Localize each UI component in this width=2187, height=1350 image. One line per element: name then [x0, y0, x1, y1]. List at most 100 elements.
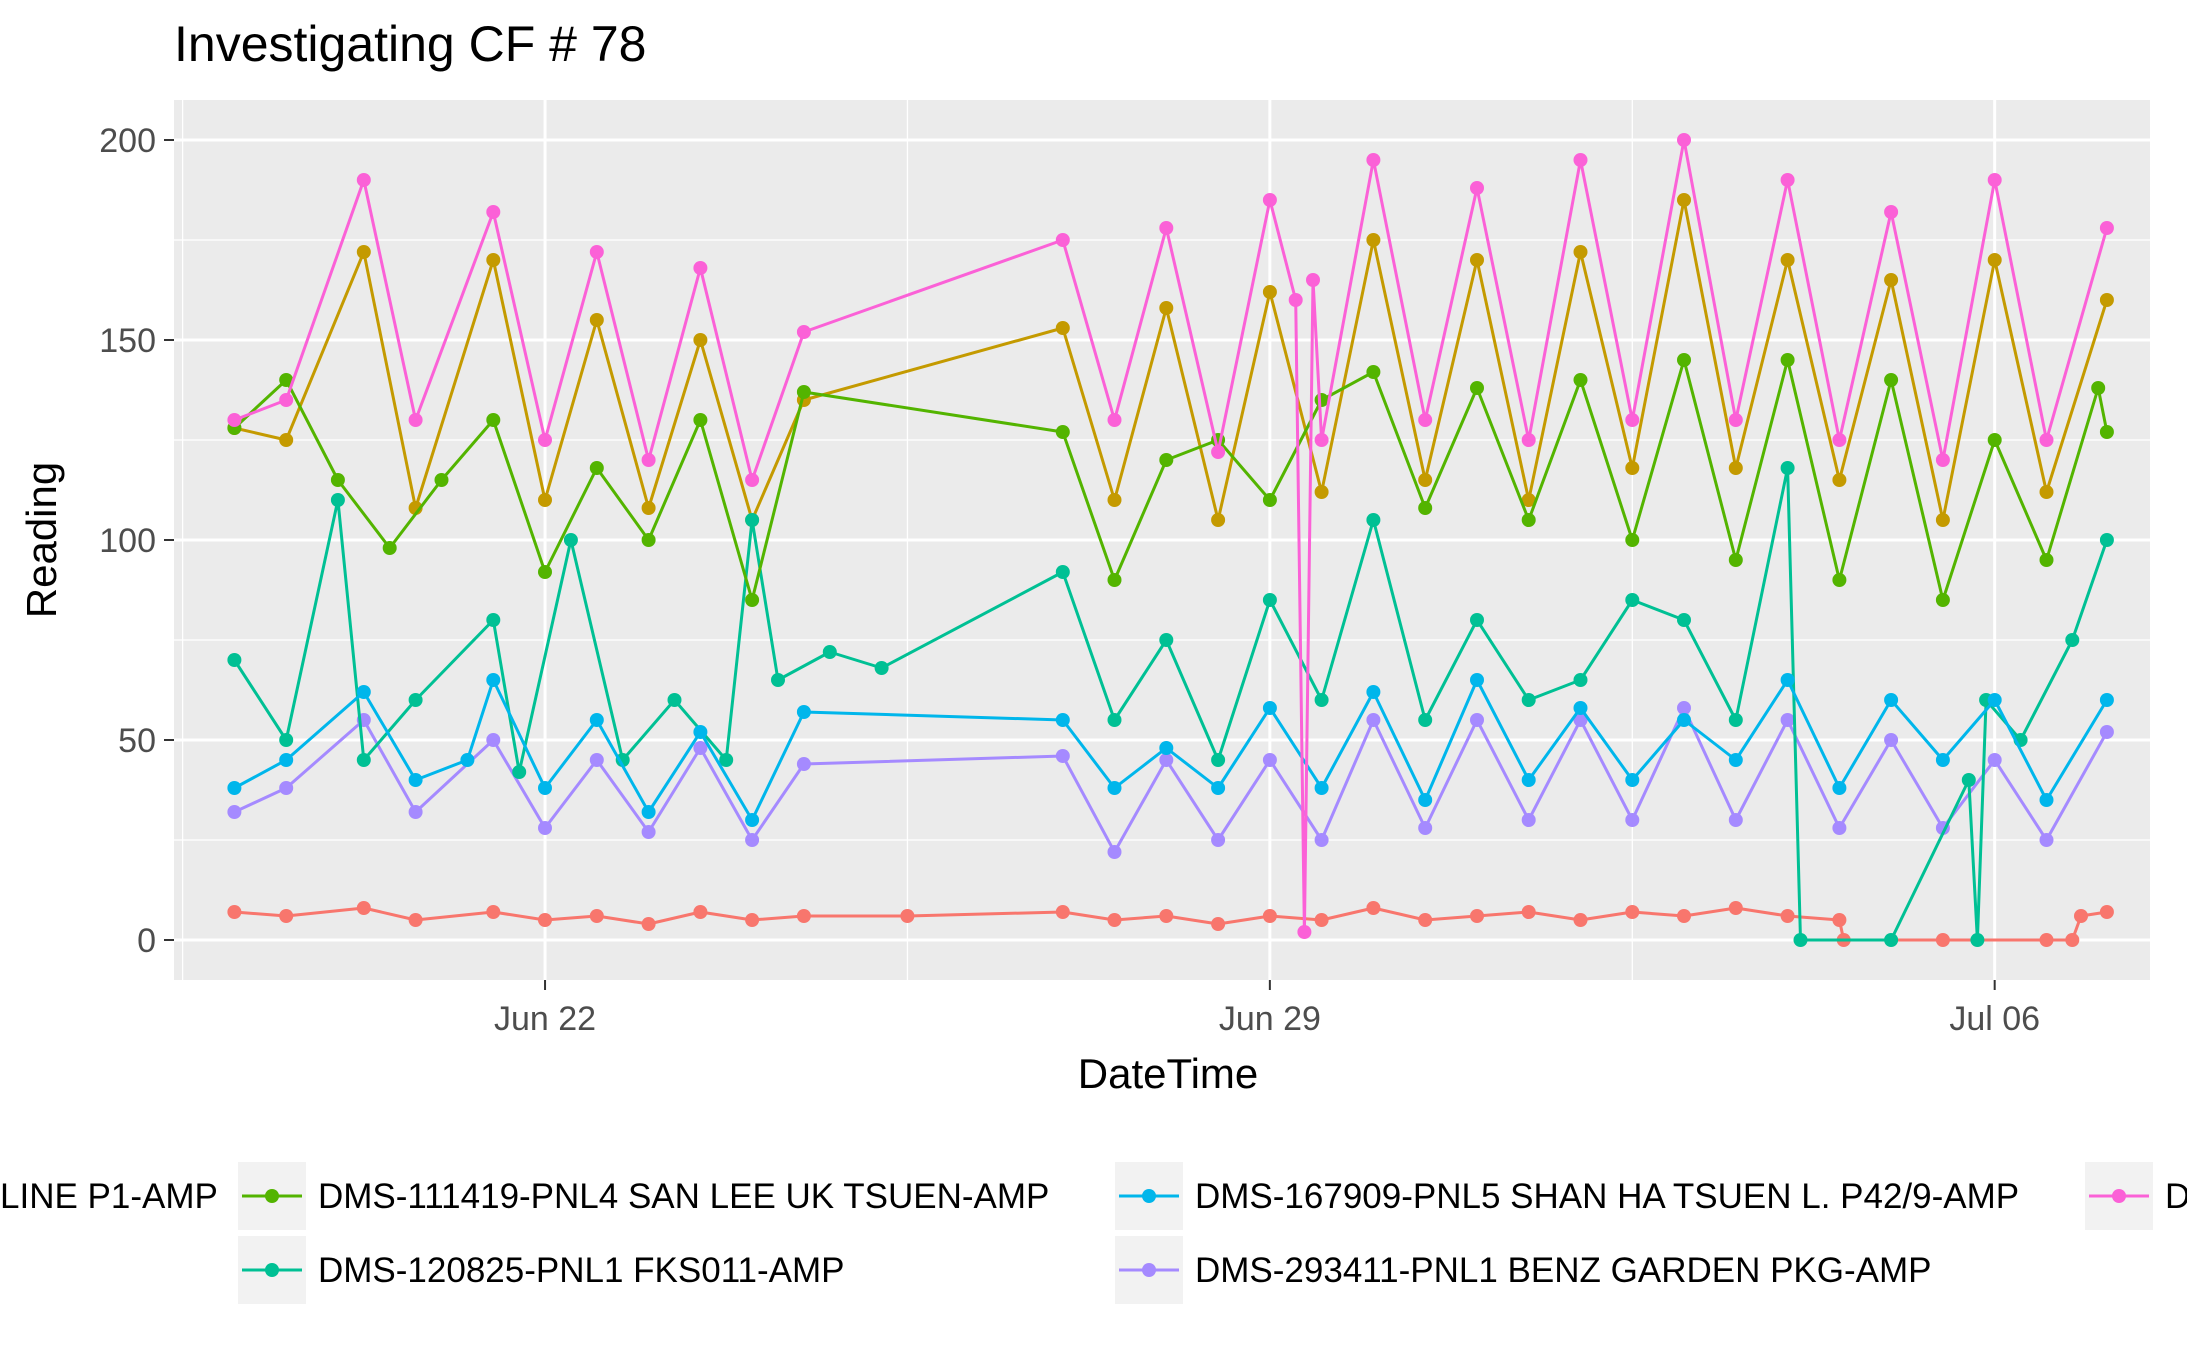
data-point: [641, 825, 656, 839]
data-point: [1159, 221, 1174, 235]
data-point: [1306, 273, 1320, 287]
legend-label: DMS-111419-PNL4 SAN LEE UK TSUEN-AMP: [318, 1177, 1049, 1216]
legend-label: LINE P1-AMP: [0, 1177, 218, 1216]
legend: LINE P1-AMP DMS-111419-PNL4 SAN LEE UK TS…: [0, 1162, 2187, 1304]
data-point: [1262, 701, 1277, 715]
data-point: [2099, 425, 2114, 439]
legend-key-point: [1142, 1189, 1156, 1203]
data-point: [408, 413, 423, 427]
data-point: [1262, 493, 1277, 507]
data-point: [1884, 273, 1899, 287]
data-point: [1159, 753, 1174, 767]
data-point: [538, 565, 552, 579]
data-point: [1935, 753, 1950, 767]
series-line: [233, 466, 2109, 942]
data-point: [1521, 433, 1536, 447]
data-point: [1521, 693, 1536, 707]
data-point: [2074, 909, 2088, 923]
data-point: [2039, 485, 2054, 499]
data-point: [227, 653, 242, 667]
data-point: [1677, 701, 1691, 715]
series-0: [227, 901, 2114, 947]
data-point: [1625, 413, 1640, 427]
data-point: [1935, 513, 1950, 527]
data-point: [1366, 901, 1381, 915]
data-point: [796, 385, 811, 399]
x-tick-label: Jun 29: [1219, 1000, 1321, 1038]
data-point: [460, 753, 475, 767]
data-point: [1521, 905, 1536, 919]
data-point: [1314, 485, 1329, 499]
y-tick-label: 100: [99, 522, 156, 560]
data-point: [1470, 909, 1484, 923]
data-point: [1573, 673, 1588, 687]
data-point: [538, 821, 552, 835]
data-point: [745, 513, 760, 527]
data-point: [1055, 425, 1070, 439]
data-point: [1366, 513, 1381, 527]
data-point: [1832, 473, 1847, 487]
data-point: [745, 473, 760, 487]
data-point: [589, 461, 604, 475]
data-point: [486, 905, 501, 919]
data-point: [1262, 193, 1277, 207]
data-point: [1418, 473, 1433, 487]
data-point: [1935, 593, 1950, 607]
data-point: [1625, 593, 1640, 607]
data-point: [1573, 373, 1588, 387]
data-point: [693, 741, 708, 755]
data-point: [1832, 913, 1847, 927]
data-point: [356, 173, 371, 187]
data-point: [1288, 293, 1303, 307]
data-point: [693, 413, 708, 427]
data-point: [1470, 673, 1484, 687]
data-point: [1728, 813, 1743, 827]
data-point: [615, 753, 630, 767]
data-point: [356, 685, 371, 699]
data-point: [1107, 713, 1122, 727]
data-point: [1573, 153, 1588, 167]
data-point: [1987, 753, 2002, 767]
y-tick-label: 150: [99, 322, 156, 360]
data-point: [693, 261, 708, 275]
data-point: [1107, 913, 1122, 927]
data-point: [1418, 913, 1433, 927]
data-point: [1211, 781, 1226, 795]
data-point: [227, 781, 242, 795]
data-point: [279, 753, 294, 767]
data-point: [589, 245, 604, 259]
data-point: [1262, 909, 1277, 923]
data-point: [1832, 781, 1847, 795]
data-point: [1780, 713, 1795, 727]
data-point: [1987, 433, 2002, 447]
data-point: [2039, 553, 2054, 567]
data-point: [408, 913, 423, 927]
data-point: [1314, 833, 1329, 847]
data-point: [1573, 713, 1588, 727]
data-point: [1211, 445, 1226, 459]
data-point: [1314, 393, 1329, 407]
data-point: [1832, 573, 1847, 587]
data-point: [1884, 933, 1899, 947]
data-point: [486, 733, 501, 747]
chart-title: Investigating CF # 78: [174, 16, 647, 72]
data-point: [356, 245, 371, 259]
data-point: [2039, 433, 2054, 447]
data-point: [1107, 413, 1122, 427]
data-point: [1107, 573, 1122, 587]
data-point: [486, 253, 501, 267]
data-point: [279, 909, 294, 923]
data-point: [1211, 917, 1226, 931]
legend-item-293411: DMS-293411-PNL1 BENZ GARDEN PKG-AMP: [1115, 1236, 1932, 1304]
data-point: [1470, 613, 1484, 627]
data-point: [1107, 845, 1122, 859]
data-point: [641, 805, 656, 819]
data-point: [1366, 365, 1381, 379]
data-point: [1573, 913, 1588, 927]
data-point: [1418, 501, 1433, 515]
data-point: [1366, 153, 1381, 167]
legend-key-point: [1142, 1263, 1156, 1277]
legend-label: DMS-293411-PNL1 BENZ GARDEN PKG-AMP: [1195, 1251, 1932, 1290]
data-point: [1314, 913, 1329, 927]
data-point: [1159, 301, 1174, 315]
